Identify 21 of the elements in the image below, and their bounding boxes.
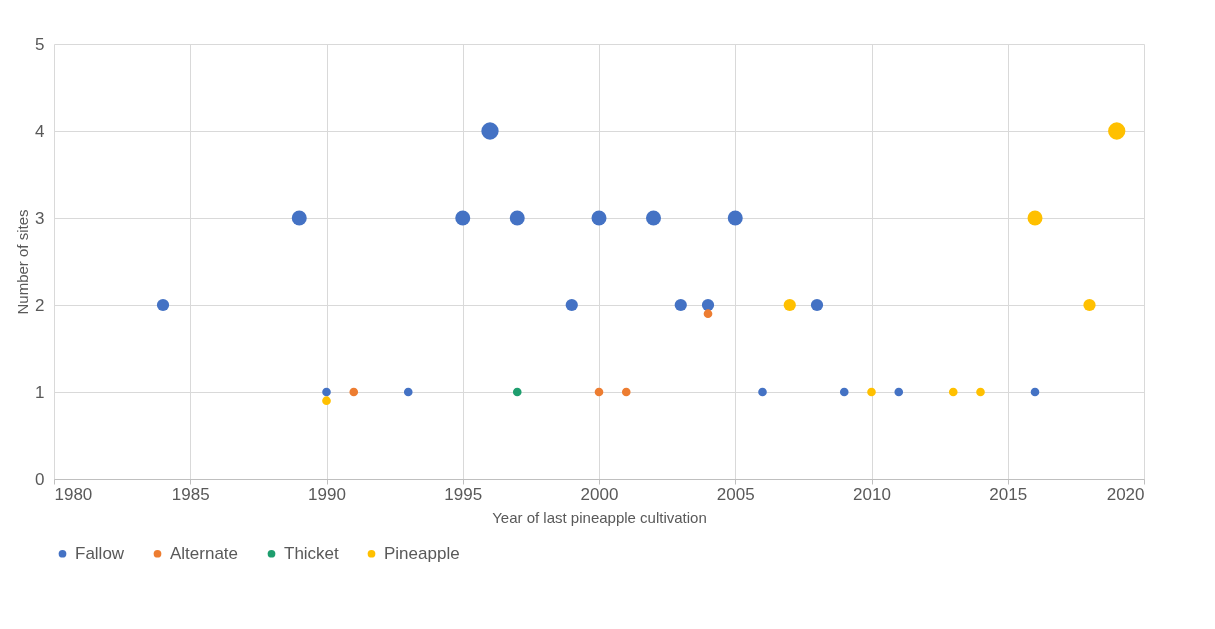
y-tick-label: 0: [35, 469, 45, 489]
y-tick-label: 1: [35, 382, 45, 402]
x-tick-label: 2015: [989, 484, 1028, 504]
legend-label: Pineapple: [384, 543, 460, 563]
x-tick-label: 1985: [171, 484, 210, 504]
x-tick-label: 1990: [308, 484, 346, 504]
x-tick-label: 2000: [580, 484, 619, 504]
y-tick-label: 4: [35, 121, 45, 141]
y-axis-title: Number of sites: [14, 209, 32, 315]
x-tick-label: 2005: [716, 484, 755, 504]
x-tick-label: 1980: [54, 484, 93, 504]
y-tick-label: 2: [35, 295, 45, 315]
y-tick-label: 3: [35, 208, 45, 228]
x-tick-label: 2020: [1106, 484, 1145, 504]
legend-label: Alternate: [170, 543, 239, 563]
legend-label: Fallow: [75, 543, 125, 563]
x-tick-label: 1995: [444, 484, 483, 504]
legend-label: Thicket: [284, 543, 340, 563]
x-tick-label: 2010: [853, 484, 891, 504]
y-tick-label: 5: [35, 34, 45, 54]
x-axis-title: Year of last pineapple cultivation: [492, 508, 707, 526]
